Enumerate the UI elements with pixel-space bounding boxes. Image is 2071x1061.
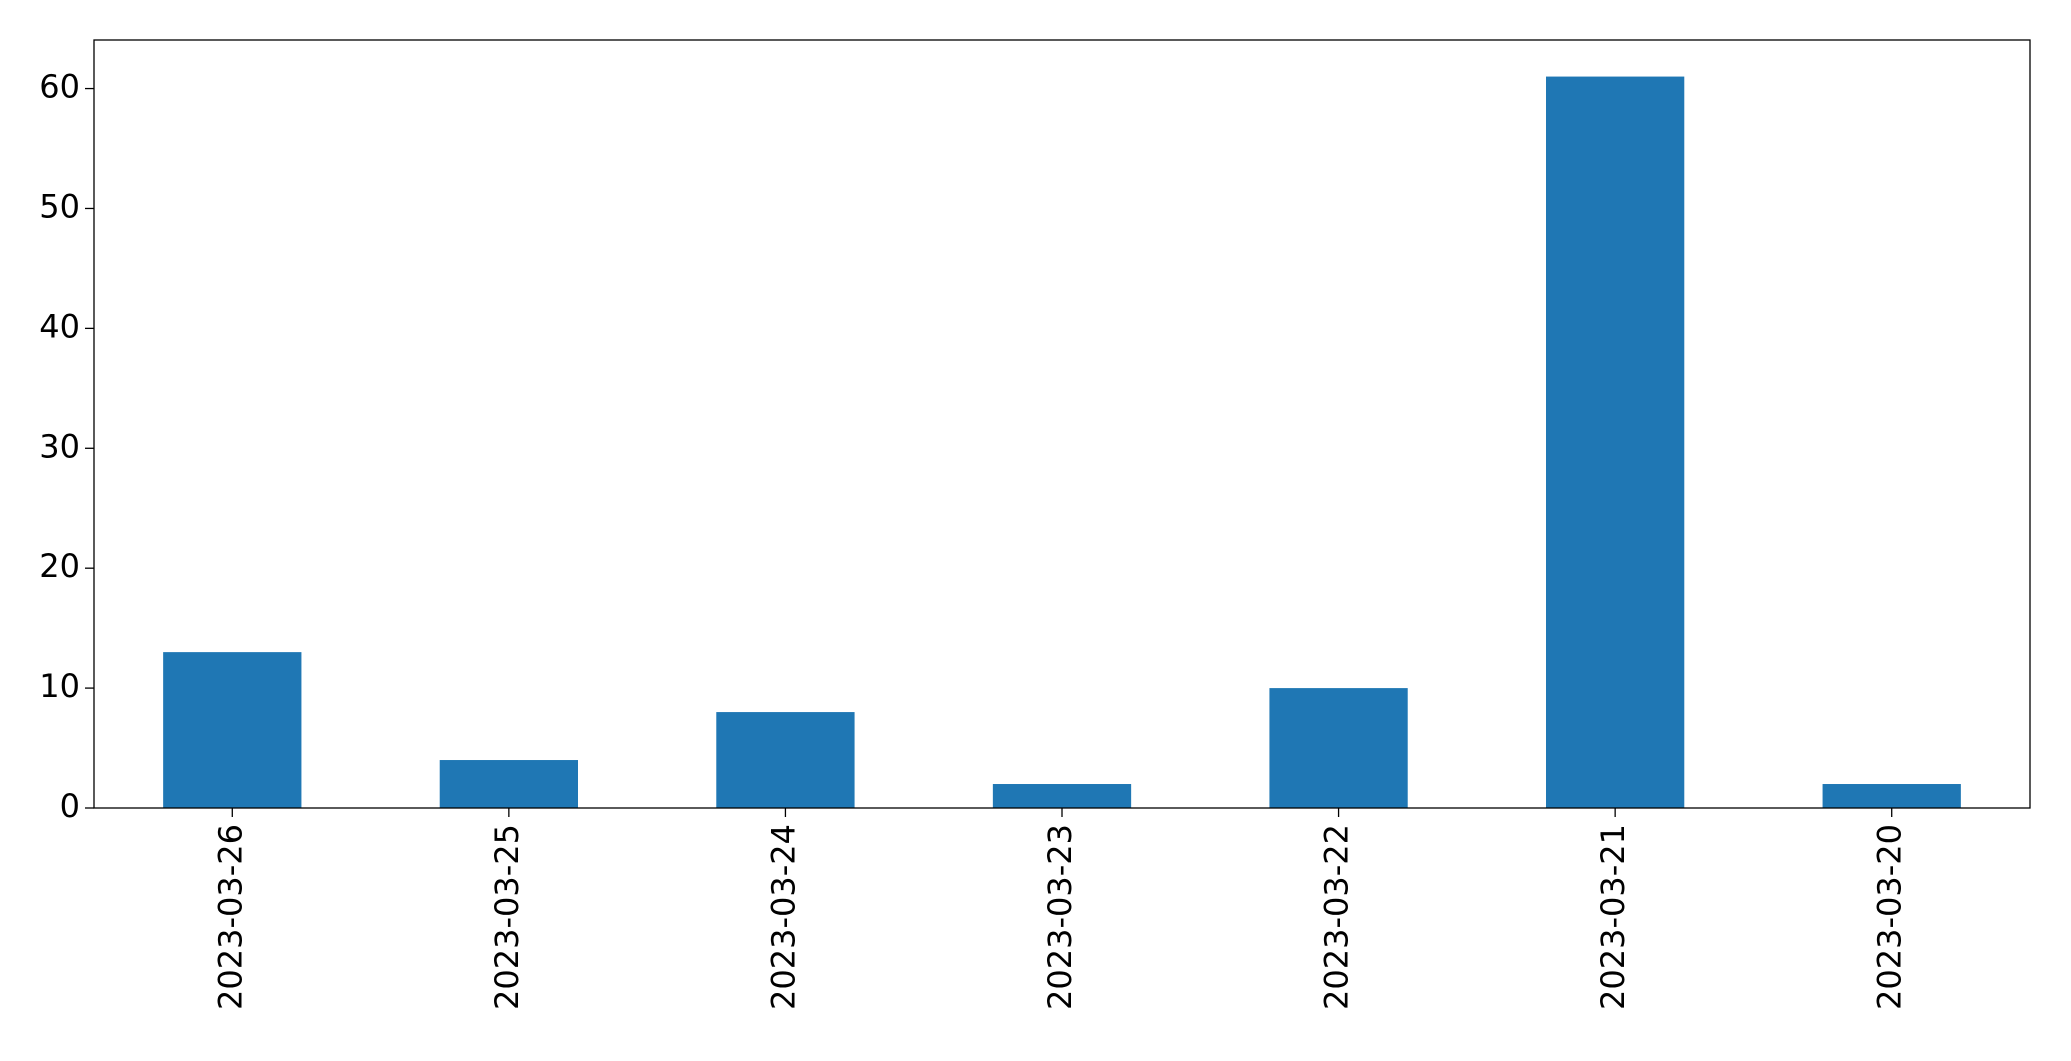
x-tick-label: 2023-03-23 [1041,824,1079,1010]
x-tick-label: 2023-03-26 [211,824,249,1010]
x-tick-label: 2023-03-22 [1318,824,1356,1010]
y-tick-label: 20 [39,547,80,585]
y-tick-label: 40 [39,307,80,345]
bar [1822,784,1961,808]
x-tick-label: 2023-03-21 [1594,824,1632,1010]
y-tick-label: 0 [60,787,80,825]
bar [1269,688,1408,808]
bar [163,652,302,808]
y-tick-label: 50 [39,187,80,225]
bar [439,760,578,808]
bar [992,784,1132,808]
x-tick-label: 2023-03-25 [488,824,526,1010]
y-tick-label: 10 [39,667,80,705]
x-tick-label: 2023-03-20 [1871,824,1909,1010]
bar [716,712,855,808]
y-tick-label: 60 [39,68,80,106]
plot-frame [93,39,2031,809]
y-tick-label: 30 [39,427,80,465]
bar [1546,76,1685,809]
x-tick-label: 2023-03-24 [764,824,802,1010]
